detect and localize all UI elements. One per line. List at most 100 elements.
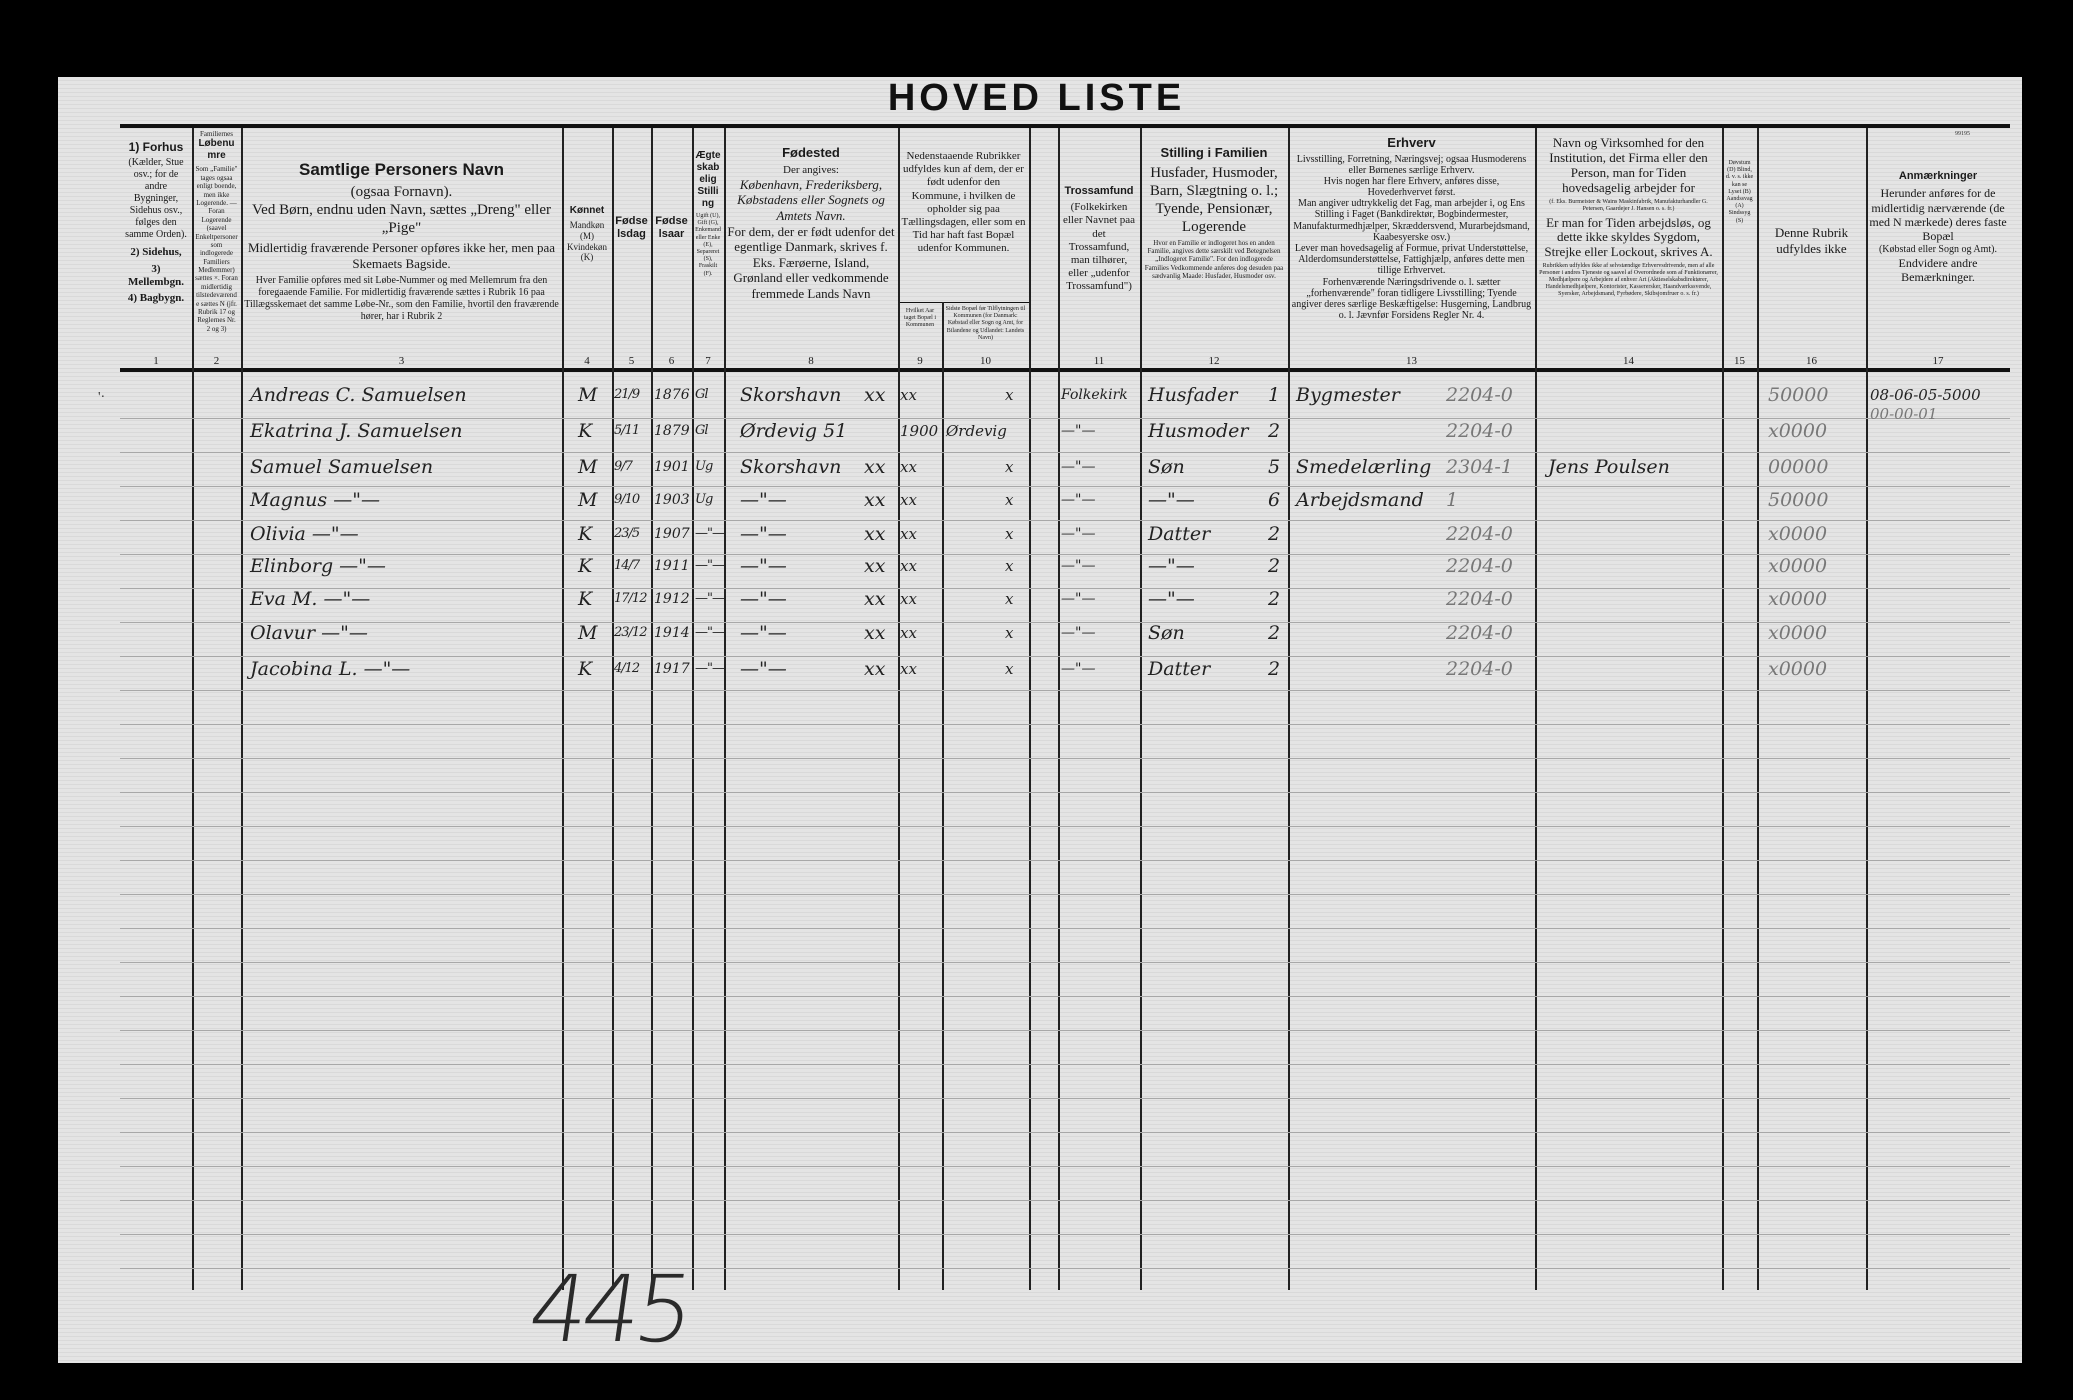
ruled-line <box>120 860 2010 861</box>
column-divider <box>1140 128 1142 1290</box>
column-number: 4 <box>584 355 590 367</box>
column-divider <box>1757 128 1759 1290</box>
year-moved-in: xx <box>900 624 917 642</box>
person-name: Samuel Samuelsen <box>250 456 434 478</box>
header-col-7: Ægteskabelig Stilling Ugift (U), Gift (G)… <box>695 150 721 277</box>
sex: K <box>578 555 593 577</box>
column-divider <box>1866 128 1868 1290</box>
header-col-13: Erhverv Livsstilling, Forretning, Næring… <box>1291 135 1532 322</box>
occupation: Smedelærling <box>1296 456 1432 478</box>
column-number: 7 <box>705 355 711 367</box>
column-number: 10 <box>980 355 991 367</box>
birth-year: 1917 <box>654 661 690 677</box>
column-divider <box>942 302 944 1290</box>
birth-day: 5/11 <box>614 423 640 438</box>
birthplace: Ørdevig 51 <box>740 420 848 442</box>
occupation-code: 2204-0 <box>1446 420 1513 442</box>
birth-year: 1901 <box>654 459 690 475</box>
birth-year: 1911 <box>654 558 690 574</box>
header-col-10: Sidste Bopæl før Tilflytningen til Kommu… <box>945 306 1026 341</box>
year-moved-in: xx <box>900 525 917 543</box>
column-number: 8 <box>808 355 814 367</box>
column-number: 9 <box>917 355 923 367</box>
birth-day: 21/9 <box>614 387 640 402</box>
birth-year: 1903 <box>654 492 690 508</box>
header-bottom-rule <box>120 368 2010 372</box>
family-position: Søn <box>1148 456 1185 478</box>
marital-status: —"— <box>695 661 725 676</box>
ruled-line <box>120 452 2010 453</box>
column-number: 12 <box>1208 355 1220 367</box>
religion: —"— <box>1061 661 1096 677</box>
header-col-14: Navn og Virksomhed for den Institution, … <box>1539 135 1718 297</box>
column-divider <box>1288 128 1290 1290</box>
previous-residence: x <box>1005 386 1014 404</box>
marital-status: —"— <box>695 558 725 573</box>
header-col-5: Fødselsdag <box>615 215 648 241</box>
birthplace-marks: xx <box>864 588 886 610</box>
column-divider <box>651 128 653 1290</box>
family-position: —"— <box>1148 489 1195 511</box>
column-number: 13 <box>1406 355 1417 367</box>
column-divider <box>562 128 564 1290</box>
coding-col-16: x0000 <box>1768 523 1828 545</box>
birthplace: —"— <box>740 523 787 545</box>
occupation: Arbejdsmand <box>1296 489 1424 511</box>
birth-day: 23/12 <box>614 625 647 640</box>
year-moved-in: 1900 <box>900 422 939 440</box>
ruled-line <box>120 724 2010 725</box>
column-number: 15 <box>1734 355 1745 367</box>
birthplace: —"— <box>740 622 787 644</box>
ruled-line <box>120 1098 2010 1099</box>
religion: —"— <box>1061 558 1096 574</box>
column-divider <box>724 128 726 1290</box>
previous-residence: Ørdevig <box>946 422 1007 440</box>
person-name: Olivia —"— <box>250 523 359 545</box>
column-number: 17 <box>1932 355 1944 367</box>
census-form-sheet <box>58 77 2022 1363</box>
position-code: 2 <box>1268 622 1281 644</box>
birthplace: —"— <box>740 588 787 610</box>
family-position: Søn <box>1148 622 1185 644</box>
header-col-1: 1) Forhus (Kælder, Stue osv.; for de andr… <box>125 140 187 304</box>
year-moved-in: xx <box>900 660 917 678</box>
birthplace-marks: xx <box>864 555 886 577</box>
remarks: 08-06-05-5000 <box>1870 386 1981 404</box>
birthplace-marks: xx <box>864 456 886 478</box>
sex: K <box>578 420 593 442</box>
marital-status: —"— <box>695 591 725 606</box>
sex: M <box>578 489 598 511</box>
header-col-9-10: Nedenstaaende Rubrikker udfyldes kun af … <box>901 150 1026 255</box>
birth-day: 9/7 <box>614 459 633 474</box>
ruled-line <box>120 486 2010 487</box>
position-code: 2 <box>1268 555 1281 577</box>
column-number: 11 <box>1093 355 1105 367</box>
coding-col-16: x0000 <box>1768 588 1828 610</box>
ruled-line <box>120 1132 2010 1133</box>
birth-year: 1912 <box>654 591 690 607</box>
previous-residence: x <box>1005 458 1014 476</box>
ruled-line <box>120 962 2010 963</box>
occupation-code: 2204-0 <box>1446 622 1513 644</box>
sex: K <box>578 658 593 680</box>
previous-residence: x <box>1005 557 1014 575</box>
year-moved-in: xx <box>900 458 917 476</box>
religion: —"— <box>1061 423 1096 439</box>
coding-col-16: x0000 <box>1768 555 1828 577</box>
margin-mark: '· <box>98 390 106 405</box>
header-col-2: Familiernes Løbenumre Som „Familie" tages … <box>195 130 238 333</box>
person-name: Magnus —"— <box>250 489 380 511</box>
occupation-code: 1 <box>1446 489 1459 511</box>
header-col-16: Denne Rubrik udfyldes ikke <box>1774 225 1849 256</box>
birth-day: 14/7 <box>614 558 640 573</box>
marital-status: Ug <box>695 492 713 507</box>
birthplace: —"— <box>740 658 787 680</box>
ruled-line <box>120 656 2010 657</box>
marital-status: —"— <box>695 526 725 541</box>
position-code: 6 <box>1268 489 1281 511</box>
occupation-code: 2204-0 <box>1446 555 1513 577</box>
person-name: Eva M. —"— <box>250 588 371 610</box>
year-moved-in: xx <box>900 386 917 404</box>
position-code: 2 <box>1268 523 1281 545</box>
ruled-line <box>120 1234 2010 1235</box>
